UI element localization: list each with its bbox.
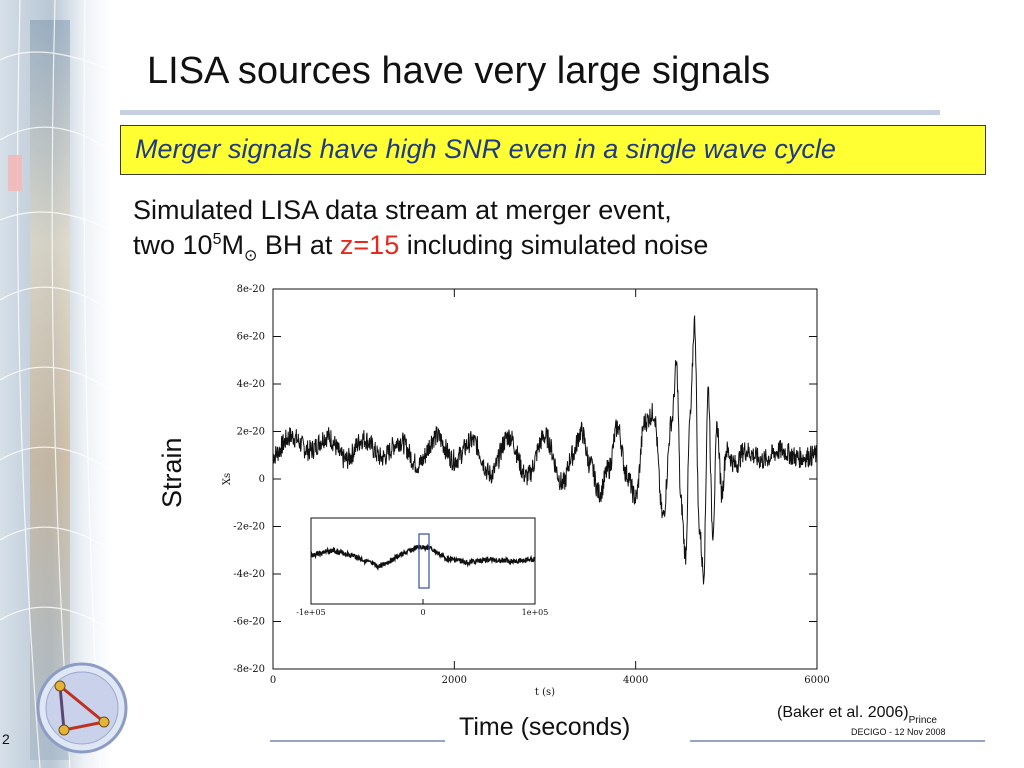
x-tick-label: 4000	[623, 675, 648, 686]
main-plot: 8e-20 6e-20 4e-20 2e-20 0 -2e-20 -4e-20 -6e-20 -…	[222, 284, 830, 698]
time-axis-label: Time (seconds)	[459, 713, 631, 741]
inset-x-tick-label: -1e+05	[296, 608, 325, 617]
slide-title: LISA sources have very large signals	[147, 50, 771, 92]
y-tick-label: 6e-20	[237, 332, 265, 343]
y-tick-label: 4e-20	[237, 379, 265, 390]
y-axis-label: Xs	[222, 473, 233, 485]
y-tick-label: 8e-20	[237, 284, 265, 295]
description-line-2: two 105M⊙ BH at z=15 including simulated…	[133, 230, 709, 265]
page-number: 2	[2, 731, 10, 747]
strain-series-line	[272, 315, 818, 585]
inset-highlight-box	[418, 533, 430, 589]
title-divider	[120, 110, 940, 115]
x-axis-label: t (s)	[535, 687, 555, 698]
y-tick-label: -2e-20	[233, 522, 265, 533]
y-tick-label: -4e-20	[233, 569, 265, 580]
y-tick-label: -6e-20	[233, 617, 265, 628]
citation: (Baker et al. 2006)Prince	[777, 704, 937, 726]
x-tick-label: 6000	[804, 675, 829, 686]
footer-rule-left	[270, 740, 445, 742]
description-line-1: Simulated LISA data stream at merger eve…	[133, 195, 672, 225]
inset-x-tick-label: 1e+05	[522, 608, 549, 617]
decigo-logo	[36, 662, 128, 754]
footer-rule-right	[690, 740, 985, 742]
inset-series-line	[310, 543, 536, 571]
decorative-sidebar	[0, 0, 112, 768]
footer-date: DECIGO - 12 Nov 2008	[851, 727, 946, 737]
highlight-callout: Merger signals have high SNR even in a s…	[120, 125, 986, 175]
y-tick-label: 0	[259, 474, 265, 485]
callout-text: Merger signals have high SNR even in a s…	[135, 134, 836, 164]
y-tick-label: 2e-20	[237, 427, 265, 438]
y-tick-label: -8e-20	[233, 664, 265, 675]
x-tick-label: 2000	[442, 675, 467, 686]
inset-plot: -1e+05 0 1e+05	[296, 517, 549, 617]
x-tick-label: 0	[270, 675, 276, 686]
inset-x-tick-label: 0	[420, 608, 425, 617]
